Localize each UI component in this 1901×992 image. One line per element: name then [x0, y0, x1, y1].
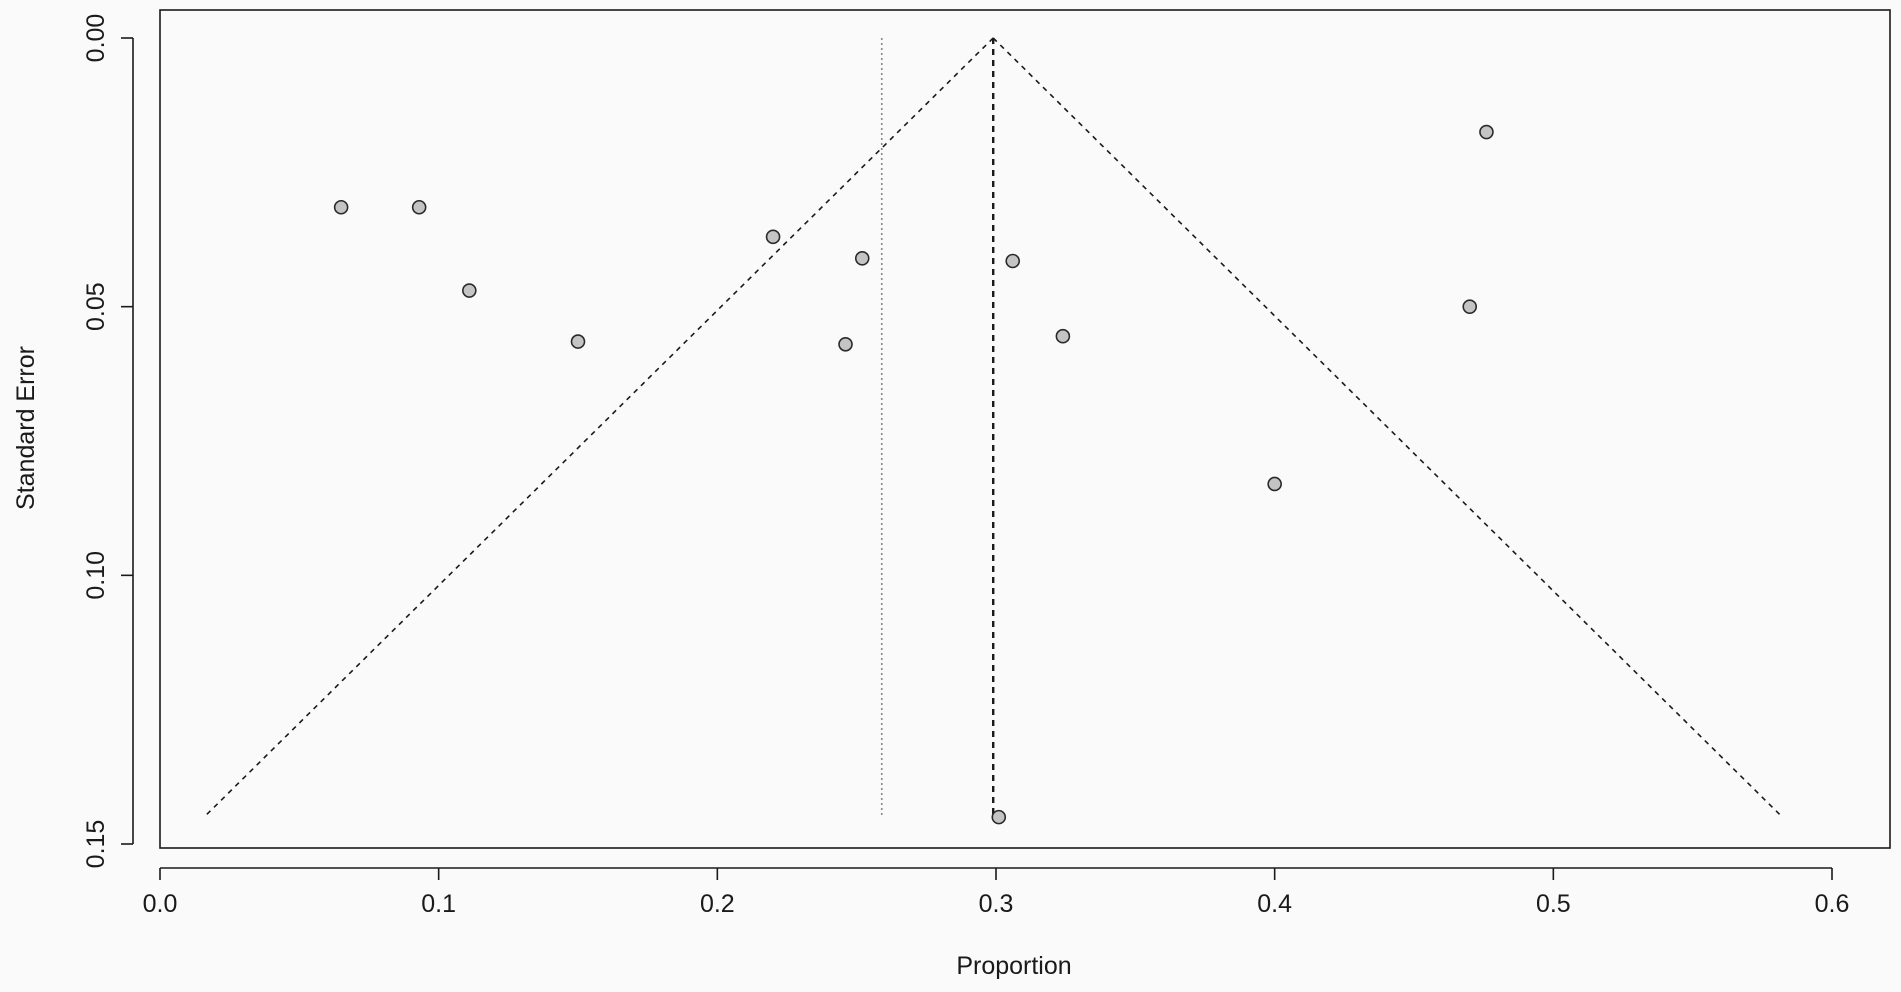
study-point [333, 199, 349, 215]
study-point [991, 809, 1007, 825]
study-point [1267, 476, 1282, 492]
y-tick-label: 0.10 [82, 551, 110, 600]
study-point [854, 251, 870, 266]
study-point [838, 336, 853, 352]
funnel-lines [203, 37, 1783, 818]
x-axis: 0.0 0.1 0.2 0.3 0.4 0.5 0.6 [143, 867, 1850, 918]
x-axis-label: Proportion [956, 952, 1071, 980]
study-point [570, 334, 586, 349]
funnel-right-line [992, 37, 1783, 818]
x-tick-label: 0.6 [1815, 890, 1850, 918]
study-point [1055, 328, 1071, 344]
y-axis-label: Standard Error [12, 346, 40, 510]
plot-frame [159, 9, 1891, 849]
x-tick-label: 0.4 [1257, 890, 1292, 918]
funnel-left-line [203, 37, 994, 818]
study-point [765, 229, 781, 245]
study-point [411, 199, 427, 215]
y-tick-label: 0.15 [82, 820, 110, 869]
x-tick-label: 0.2 [700, 890, 735, 918]
plot-border [159, 9, 1891, 849]
x-tick-label: 0.5 [1536, 890, 1571, 918]
study-point [462, 283, 477, 298]
x-tick-label: 0.0 [143, 890, 178, 918]
study-point [1479, 124, 1494, 140]
x-tick-label: 0.3 [979, 890, 1014, 918]
study-point [1462, 299, 1478, 314]
y-axis: 0.00 0.05 0.10 0.15 [82, 14, 134, 869]
y-tick-label: 0.00 [82, 14, 110, 63]
study-points [333, 124, 1494, 825]
study-point [1005, 253, 1021, 269]
x-tick-label: 0.1 [421, 890, 456, 918]
y-tick-label: 0.05 [82, 282, 110, 331]
